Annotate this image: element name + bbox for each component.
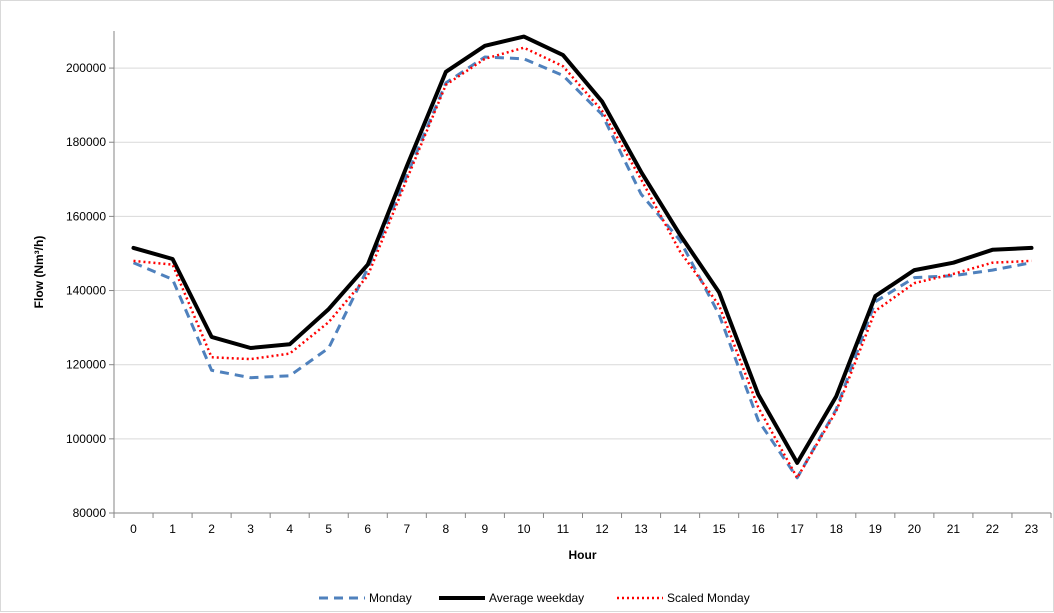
x-tick-label: 9 <box>482 522 489 536</box>
axes <box>109 31 1052 518</box>
y-tick-label: 200000 <box>66 61 106 75</box>
legend-label: Scaled Monday <box>667 591 750 605</box>
y-tick-label: 100000 <box>66 432 106 446</box>
x-tick-label: 15 <box>712 522 726 536</box>
x-tick-label: 23 <box>1025 522 1039 536</box>
x-tick-labels: 0 1 2 3 4 5 6 7 8 9 10 11 12 13 14 15 16 17 18 19 20 21 22 23 <box>130 522 1038 536</box>
x-tick-label: 13 <box>634 522 648 536</box>
x-tick-label: 2 <box>208 522 215 536</box>
x-tick-label: 5 <box>325 522 332 536</box>
series-line-monday <box>132 55 1032 480</box>
y-tick-labels: 80000 100000 120000 140000 160000 180000 20000… <box>66 61 106 520</box>
y-tick-label: 120000 <box>66 358 106 372</box>
x-tick-label: 20 <box>908 522 922 536</box>
y-axis-title: Flow (Nm³/h) <box>32 236 46 309</box>
x-tick-label: 18 <box>830 522 844 536</box>
x-tick-label: 7 <box>403 522 410 536</box>
series-lines <box>131 34 1034 480</box>
legend-label: Monday <box>369 591 412 605</box>
x-tick-label: 3 <box>247 522 254 536</box>
x-tick-label: 6 <box>364 522 371 536</box>
x-tick-label: 10 <box>517 522 531 536</box>
series-line-average-weekday <box>131 34 1034 465</box>
x-tick-label: 0 <box>130 522 137 536</box>
x-tick-label: 21 <box>947 522 961 536</box>
x-tick-label: 11 <box>557 522 570 536</box>
x-tick-label: 1 <box>169 522 176 536</box>
x-tick-label: 14 <box>673 522 687 536</box>
y-tick-label: 180000 <box>66 135 106 149</box>
x-tick-label: 19 <box>869 522 883 536</box>
y-tick-label: 80000 <box>73 506 107 520</box>
series-line-scaled-monday <box>133 46 1032 480</box>
y-tick-label: 160000 <box>66 209 106 223</box>
x-tick-label: 8 <box>443 522 450 536</box>
y-tick-label: 140000 <box>66 284 106 298</box>
x-tick-label: 4 <box>286 522 293 536</box>
legend: Monday Average weekday Scaled Monday <box>319 591 750 605</box>
x-tick-label: 22 <box>986 522 1000 536</box>
x-tick-label: 12 <box>595 522 609 536</box>
legend-label: Average weekday <box>489 591 584 605</box>
x-axis-title: Hour <box>569 548 597 562</box>
x-tick-label: 16 <box>752 522 766 536</box>
x-tick-label: 17 <box>791 522 805 536</box>
gridlines <box>114 67 1051 440</box>
